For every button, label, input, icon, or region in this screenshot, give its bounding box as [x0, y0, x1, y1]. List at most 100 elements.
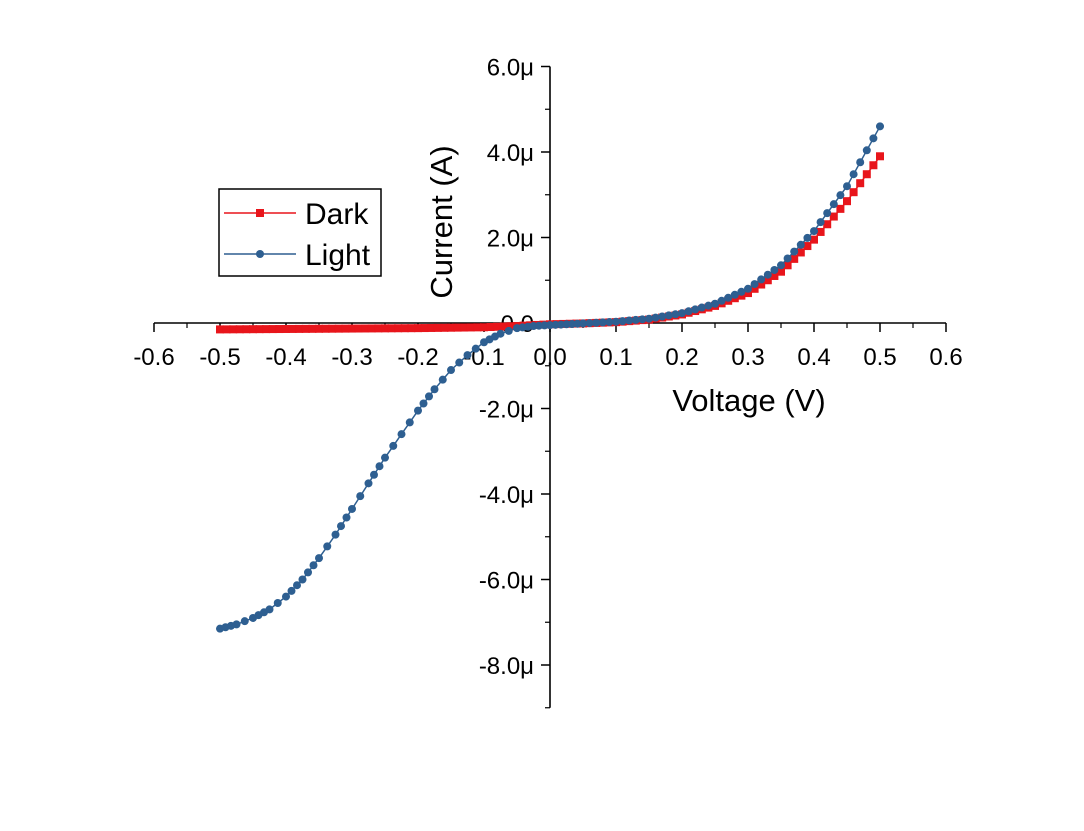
data-point-light: [438, 375, 447, 384]
data-point-light: [697, 303, 706, 312]
data-point-light: [425, 392, 433, 401]
y-tick-label: -8.0μ: [479, 653, 534, 680]
y-tick-label: 4.0μ: [487, 140, 534, 167]
data-point-light: [389, 441, 398, 450]
data-point-light: [777, 261, 785, 270]
data-point-dark: [354, 324, 363, 333]
data-point-dark: [803, 242, 812, 251]
data-point-dark: [836, 204, 845, 213]
data-point-dark: [869, 161, 878, 170]
data-point-light: [348, 504, 356, 513]
data-point-light: [744, 284, 752, 293]
data-point-dark: [387, 324, 396, 333]
data-point-light: [273, 599, 282, 608]
y-tick-label: -4.0μ: [479, 482, 534, 509]
y-axis-title: Current (A): [424, 145, 459, 298]
data-point-light: [447, 366, 455, 375]
y-tick-label: 2.0μ: [487, 226, 534, 253]
data-point-light: [823, 209, 832, 218]
data-point-light: [240, 617, 249, 626]
data-point-dark: [367, 324, 376, 333]
data-point-dark: [757, 280, 766, 289]
x-tick-label: 0.5: [863, 344, 896, 371]
data-point-light: [232, 620, 241, 629]
data-point-dark: [328, 324, 337, 333]
x-tick-label: 0.6: [929, 344, 962, 371]
data-point-light: [471, 344, 480, 353]
data-point-light: [342, 513, 351, 522]
data-point-dark: [823, 220, 832, 229]
data-point-light: [612, 317, 620, 326]
data-point-light: [430, 385, 439, 394]
x-tick-label: 0.0: [533, 344, 566, 371]
data-point-dark: [433, 323, 442, 332]
data-point-dark: [440, 323, 449, 332]
data-point-dark: [744, 289, 752, 298]
x-tick-label: 0.3: [731, 344, 764, 371]
data-point-dark: [790, 254, 799, 263]
data-point-light: [810, 227, 818, 236]
data-point-dark: [856, 179, 865, 188]
data-point-light: [737, 287, 746, 296]
data-point-dark: [453, 323, 462, 332]
data-point-dark: [334, 324, 343, 333]
data-point-dark: [282, 324, 290, 333]
data-point-light: [304, 568, 312, 577]
data-point-dark: [249, 325, 257, 334]
data-point-dark: [308, 324, 317, 333]
legend-label: Light: [305, 239, 371, 272]
data-point-light: [579, 319, 587, 328]
y-tick-label: -6.0μ: [479, 568, 534, 595]
data-point-light: [796, 240, 805, 249]
data-point-light: [375, 462, 384, 471]
data-point-light: [405, 418, 414, 427]
data-point-light: [455, 358, 464, 367]
data-point-light: [293, 581, 301, 590]
data-point-light: [711, 299, 719, 308]
data-point-dark: [361, 324, 370, 333]
data-point-dark: [876, 152, 884, 161]
data-point-dark: [315, 324, 323, 333]
data-point-light: [414, 406, 422, 415]
data-point-dark: [222, 325, 231, 334]
data-point-dark: [427, 323, 436, 332]
data-point-light: [323, 542, 332, 551]
data-point-light: [862, 146, 871, 155]
legend-marker: [256, 250, 264, 258]
data-point-light: [770, 265, 779, 274]
data-point-dark: [268, 325, 277, 334]
legend-entry-dark: Dark: [224, 198, 369, 231]
data-point-dark: [420, 324, 429, 333]
data-point-light: [631, 315, 640, 324]
data-point-light: [298, 575, 307, 584]
tick-labels: -0.6 -0.5 -0.4 -0.3 -0.2 -0.1 0.0 0.1 0.2 0.3 0.4 0…: [133, 55, 962, 681]
data-point-light: [816, 218, 825, 227]
data-point-light: [783, 254, 792, 263]
data-point-dark: [506, 322, 515, 331]
data-point-light: [397, 430, 406, 439]
x-tick-label: 0.2: [665, 344, 698, 371]
data-point-dark: [829, 212, 838, 221]
data-point-dark: [321, 324, 330, 333]
data-point-dark: [348, 324, 356, 333]
data-point-light: [282, 592, 290, 601]
data-point-light: [664, 311, 673, 320]
data-point-light: [763, 270, 772, 279]
data-point-light: [331, 530, 340, 539]
data-point-dark: [770, 271, 779, 280]
data-point-light: [309, 561, 318, 570]
data-point-light: [671, 310, 680, 319]
data-point-dark: [301, 324, 310, 333]
data-point-light: [585, 319, 594, 328]
data-point-dark: [750, 284, 759, 293]
data-point-light: [658, 312, 667, 321]
data-point-light: [618, 317, 627, 326]
data-point-light: [691, 305, 700, 314]
data-point-light: [678, 309, 686, 318]
data-point-dark: [810, 235, 818, 244]
data-point-dark: [295, 324, 304, 333]
data-point-dark: [275, 325, 284, 334]
data-point-light: [315, 554, 323, 563]
data-point-light: [869, 134, 878, 143]
series-light: [216, 122, 884, 633]
